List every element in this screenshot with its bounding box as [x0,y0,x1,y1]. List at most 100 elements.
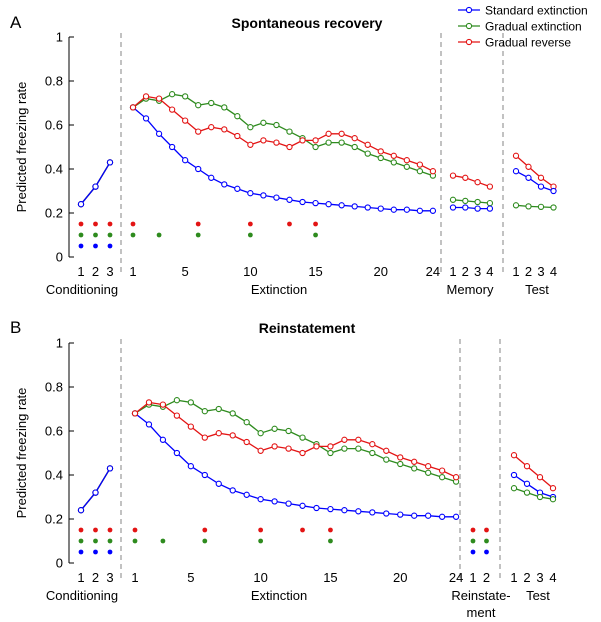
data-point-gradual [173,397,181,404]
data-point-gradual [390,159,397,166]
data-point-reverse [525,163,532,170]
data-point-standard [403,206,410,213]
data-point-gradual [338,139,345,146]
data-point-reverse [182,117,189,124]
x-tick-label: 2 [483,570,490,585]
stimulus-dot-standard [484,549,489,555]
x-tick-label: 1 [77,570,84,585]
stimulus-dot-reverse [247,221,253,227]
data-point-gradual [355,445,362,452]
data-point-standard [77,507,85,514]
legend-swatch-marker-reverse [465,38,473,46]
x-tick-label: 1 [129,264,136,279]
stimulus-dot-gradual [156,232,162,238]
stimulus-dot-gradual [93,232,98,238]
data-point-standard [325,201,332,208]
data-point-reverse [285,445,292,452]
data-point-standard [462,204,469,211]
stimulus-dot-standard [78,243,84,249]
data-point-standard [229,487,236,494]
x-tick-label: 1 [131,570,138,585]
data-point-gradual [243,419,250,426]
x-tick-label: 1 [510,570,517,585]
data-point-reverse [187,423,194,430]
x-tick-label: 2 [525,264,532,279]
series-line-reverse [452,174,491,188]
legend-label-reverse: Gradual reverse [485,36,571,50]
data-point-standard [351,203,358,210]
phase-label: Conditioning [46,588,118,603]
data-point-reverse [155,95,163,102]
data-point-gradual [327,449,334,457]
data-point-gradual [341,445,348,452]
series-line-reverse [513,454,554,489]
data-point-standard [247,190,254,197]
legend-label-gradual: Gradual extinction [485,20,582,34]
data-point-reverse [215,430,222,437]
y-tick-label: 0.2 [45,206,63,221]
data-point-reverse [142,93,150,100]
data-point-gradual [364,150,371,157]
stimulus-dot-gradual [107,232,113,238]
data-point-reverse [416,161,424,168]
x-tick-label: 3 [106,570,113,585]
x-tick-label: 3 [536,570,543,585]
data-point-standard [145,421,153,428]
stimulus-dot-gradual [328,538,333,544]
data-point-standard [182,157,189,164]
data-point-reverse [549,485,557,492]
data-point-gradual [510,485,518,492]
data-point-gradual [215,405,222,413]
data-point-gradual [411,465,418,472]
series-line-standard [134,412,457,518]
data-point-gradual [257,430,264,437]
data-point-reverse [403,157,410,164]
data-point-reverse [449,172,457,179]
x-tick-label: 2 [92,570,99,585]
data-point-reverse [229,432,236,439]
x-tick-label: 20 [393,570,407,585]
data-point-reverse [299,137,306,144]
x-tick-label: 2 [523,570,530,585]
data-point-standard [397,511,404,518]
series-line-gradual [452,199,490,204]
data-point-reverse [257,447,264,454]
data-point-reverse [168,106,176,113]
data-point-reverse [438,467,446,474]
data-point-standard [106,159,114,166]
data-point-reverse [537,174,545,181]
phase-label: Extinction [251,282,307,297]
stimulus-dot-gradual [195,232,201,238]
data-point-gradual [550,204,557,211]
data-point-reverse [129,104,137,111]
data-point-reverse [377,148,384,155]
data-point-standard [474,205,481,212]
stimulus-dot-gradual [93,538,98,544]
data-point-gradual [416,168,424,175]
y-tick-label: 0.2 [45,512,63,527]
series-line-standard [132,106,433,212]
data-point-gradual [474,198,481,206]
data-point-gradual [403,163,410,170]
data-point-standard [187,463,194,470]
data-point-reverse [383,447,390,454]
legend-swatch-marker-gradual [465,22,473,30]
x-tick-label: 24 [426,264,440,279]
data-point-standard [512,168,520,175]
x-tick-label: 10 [253,570,267,585]
data-point-standard [355,508,362,515]
data-point-standard [285,500,292,507]
data-point-gradual [325,139,332,146]
y-tick-label: 0.8 [45,380,63,395]
data-point-gradual [536,493,544,501]
stimulus-dot-gradual [470,538,476,544]
data-point-standard [438,513,446,520]
x-tick-label: 1 [449,264,456,279]
stimulus-dot-gradual [78,232,84,238]
data-point-reverse [273,139,280,146]
stimulus-dot-reverse [470,527,476,533]
data-point-standard [486,205,494,212]
data-point-standard [452,513,460,520]
data-point-standard [208,174,215,181]
panel-a: A Spontaneous recovery 0 0.2 0.4 0.6 0.8 1 Predi… [10,4,588,298]
